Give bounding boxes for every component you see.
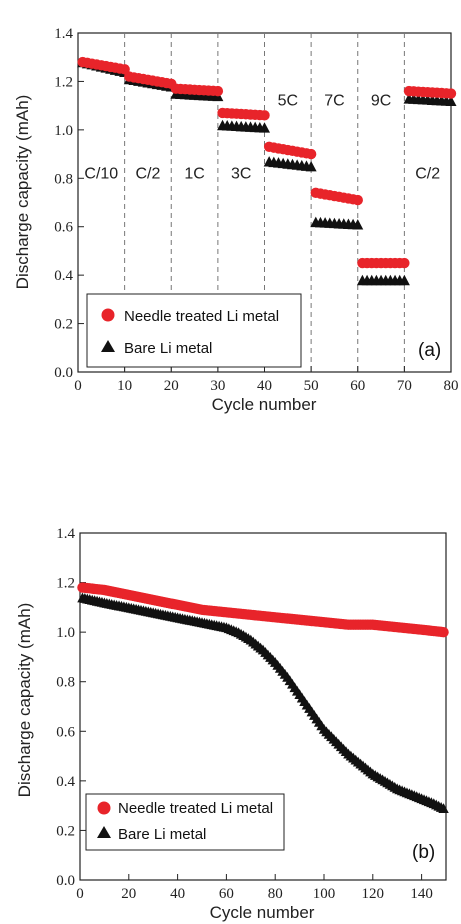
x-tick-label: 120 bbox=[362, 886, 385, 902]
x-tick-label: 20 bbox=[164, 378, 179, 394]
y-tick-label: 1.0 bbox=[56, 625, 75, 641]
chart-b-legend-bare: Bare Li metal bbox=[118, 826, 206, 843]
chart-a-y-ticks: 0.0 0.2 0.4 0.6 0.8 1.0 1.2 1.4 bbox=[54, 26, 84, 381]
x-tick-label: 60 bbox=[219, 886, 234, 902]
rate-label: C/2 bbox=[135, 165, 160, 182]
data-point-circle bbox=[399, 257, 410, 269]
legend-marker-bare bbox=[101, 340, 115, 352]
rate-label: 3C bbox=[231, 165, 251, 182]
x-tick-label: 20 bbox=[121, 886, 136, 902]
x-tick-label: 40 bbox=[170, 886, 185, 902]
data-point-triangle bbox=[259, 122, 270, 133]
chart-b-frame bbox=[79, 532, 447, 881]
chart-a-marks bbox=[77, 56, 457, 286]
y-tick-label: 0.4 bbox=[56, 774, 75, 790]
x-tick-label: 0 bbox=[76, 886, 84, 902]
chart-b-ylabel: Discharge capacity (mAh) bbox=[15, 603, 34, 798]
x-tick-label: 70 bbox=[397, 378, 412, 394]
chart-a-legend-box bbox=[86, 293, 302, 368]
y-tick-label: 1.2 bbox=[54, 74, 73, 90]
legend-marker-needle bbox=[97, 801, 111, 815]
data-point-triangle bbox=[445, 95, 457, 107]
data-point-triangle bbox=[398, 274, 410, 286]
y-tick-label: 0.8 bbox=[56, 675, 75, 691]
y-tick-label: 0.6 bbox=[56, 724, 75, 740]
y-tick-label: 1.0 bbox=[54, 123, 73, 139]
chart-a-xlabel: Cycle number bbox=[212, 395, 317, 414]
y-tick-label: 0.4 bbox=[54, 268, 73, 284]
chart-a-legend-needle: Needle treated Li metal bbox=[124, 308, 279, 325]
rate-label: 7C bbox=[324, 93, 344, 110]
chart-b-y-ticks: 0.0 0.2 0.4 0.6 0.8 1.0 1.2 1.4 bbox=[56, 526, 86, 889]
data-point-circle bbox=[305, 148, 317, 160]
chart-a-x-ticks: 0 10 20 30 40 50 60 70 80 bbox=[74, 366, 459, 394]
chart-a: Discharge capacity (mAh) Cycle number C/… bbox=[13, 26, 459, 414]
data-point-triangle bbox=[305, 160, 317, 172]
data-point-circle bbox=[438, 626, 449, 638]
rate-label: 9C bbox=[371, 93, 391, 110]
chart-b-xlabel: Cycle number bbox=[210, 903, 315, 922]
chart-a-rate-labels: C/10 C/2 1C 3C 5C 7C 9C C/2 bbox=[84, 93, 440, 183]
chart-a-ylabel: Discharge capacity (mAh) bbox=[13, 95, 32, 290]
rate-label: 5C bbox=[278, 93, 298, 110]
x-tick-label: 10 bbox=[117, 378, 132, 394]
chart-b: Discharge capacity (mAh) Cycle number 0 2… bbox=[15, 526, 449, 922]
x-tick-label: 100 bbox=[313, 886, 336, 902]
chart-a-panel-label: (a) bbox=[418, 340, 441, 361]
chart-b-legend: Needle treated Li metal Bare Li metal bbox=[85, 793, 285, 851]
y-tick-label: 1.4 bbox=[54, 26, 73, 42]
y-tick-label: 0.6 bbox=[54, 220, 73, 236]
x-tick-label: 80 bbox=[268, 886, 283, 902]
x-tick-label: 50 bbox=[304, 378, 319, 394]
x-tick-label: 80 bbox=[444, 378, 459, 394]
chart-b-legend-needle: Needle treated Li metal bbox=[118, 800, 273, 817]
data-point-triangle bbox=[438, 803, 449, 814]
chart-b-legend-box bbox=[85, 793, 285, 851]
y-tick-label: 0.8 bbox=[54, 171, 73, 187]
chart-a-legend-bare: Bare Li metal bbox=[124, 340, 212, 357]
legend-marker-bare bbox=[97, 826, 111, 838]
x-tick-label: 60 bbox=[350, 378, 365, 394]
data-point-triangle bbox=[352, 219, 364, 230]
x-tick-label: 40 bbox=[257, 378, 272, 394]
rate-label: C/10 bbox=[84, 165, 118, 182]
data-point-circle bbox=[352, 194, 363, 206]
y-tick-label: 0.0 bbox=[54, 365, 73, 381]
y-tick-label: 1.2 bbox=[56, 576, 75, 592]
rate-label: 1C bbox=[184, 165, 204, 182]
x-tick-label: 0 bbox=[74, 378, 82, 394]
chart-a-legend: Needle treated Li metal Bare Li metal bbox=[86, 293, 302, 368]
plot-frame bbox=[79, 532, 447, 881]
legend-marker-needle bbox=[101, 308, 115, 322]
y-tick-label: 0.2 bbox=[54, 317, 73, 333]
chart-b-marks bbox=[77, 582, 449, 814]
x-tick-label: 30 bbox=[210, 378, 225, 394]
x-tick-label: 140 bbox=[410, 886, 433, 902]
y-tick-label: 0.0 bbox=[56, 873, 75, 889]
chart-b-panel-label: (b) bbox=[412, 842, 435, 863]
y-tick-label: 0.2 bbox=[56, 823, 75, 839]
rate-label: C/2 bbox=[415, 165, 440, 182]
y-tick-label: 1.4 bbox=[56, 526, 75, 542]
data-point-circle bbox=[445, 88, 457, 99]
data-point-circle bbox=[212, 85, 224, 97]
chart-b-x-ticks: 0 20 40 60 80 100 120 140 bbox=[76, 874, 433, 902]
data-point-circle bbox=[259, 110, 270, 121]
